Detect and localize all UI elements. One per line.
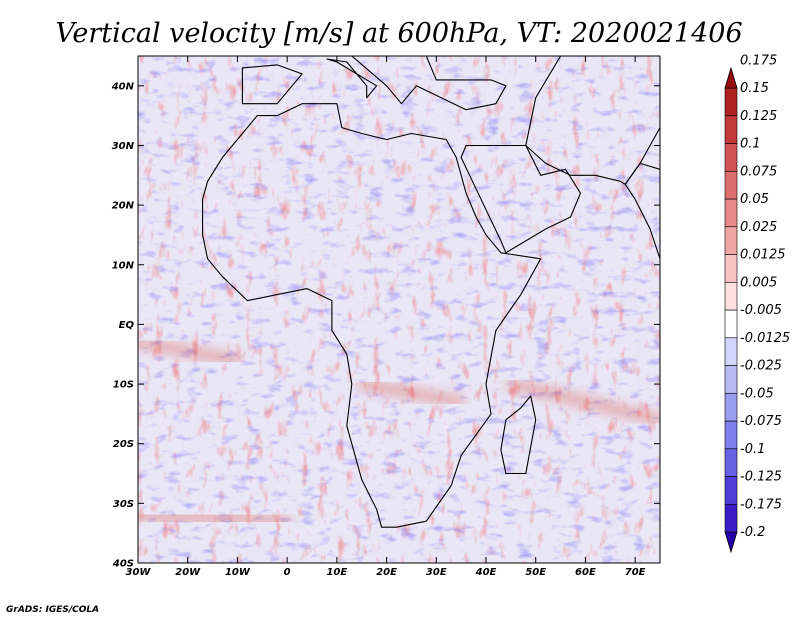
coastline-iberia <box>241 64 303 105</box>
x-tick-label-20e: 20E <box>376 567 397 578</box>
colorbar-label-11: 0.025 <box>740 220 777 235</box>
colorbar-swatch-5 <box>724 392 738 422</box>
colorbar-swatch-0 <box>724 531 738 554</box>
chart-title: Vertical velocity [m/s] at 600hPa, VT: 2… <box>55 18 742 49</box>
band-indian-ocean-band <box>506 379 660 425</box>
y-tick-label-eq: EQ <box>119 320 135 331</box>
credit-text: GrADS: IGES/COLA <box>6 605 99 615</box>
plot-frame <box>137 55 661 564</box>
colorbar: -0.2 -0.175 -0.125 -0.1 -0.075 -0.05 -0.025 -0.… <box>724 53 790 554</box>
y-axis: 40N 30N 20N 10N EQ 10S 20S 30S 40S <box>111 81 660 570</box>
colorbar-swatch-17 <box>724 66 738 89</box>
colorbar-swatch-12 <box>724 198 738 228</box>
colorbar-swatch-10 <box>724 254 738 283</box>
colorbar-label-13: 0.075 <box>740 164 777 179</box>
x-axis: 30W 20W 10W 0 10E 20E 30E 40E 50E 60E 70E <box>126 56 646 578</box>
colorbar-label-4: -0.075 <box>740 414 782 429</box>
y-tick-label-20n: 20N <box>112 201 135 212</box>
band-layer <box>138 337 660 526</box>
x-tick-label-0: 0 <box>284 567 291 578</box>
coastline-india <box>624 162 660 260</box>
colorbar-swatch-11 <box>724 226 738 255</box>
colorbar-swatch-15 <box>724 115 738 144</box>
y-tick-label-20s: 20S <box>113 439 134 450</box>
x-tick-label-40e: 40E <box>475 567 497 578</box>
x-tick-label-20w: 20W <box>175 567 201 578</box>
x-tick-label-10w: 10W <box>225 567 251 578</box>
colorbar-swatch-13 <box>724 170 738 200</box>
colorbar-label-5: -0.05 <box>740 386 774 401</box>
x-tick-label-70e: 70E <box>625 567 646 578</box>
colorbar-swatch-3 <box>724 448 738 477</box>
colorbar-label-1: -0.175 <box>740 497 782 512</box>
x-tick-label-30e: 30E <box>426 567 447 578</box>
colorbar-swatch-4 <box>724 420 738 450</box>
y-tick-label-10n: 10N <box>112 260 135 271</box>
colorbar-label-12: 0.05 <box>740 192 769 207</box>
colorbar-label-3: -0.1 <box>740 442 765 457</box>
colorbar-label-8: -0.005 <box>740 303 782 318</box>
y-tick-label-40n: 40N <box>111 81 135 92</box>
colorbar-label-7: -0.0125 <box>740 331 790 346</box>
colorbar-label-15: 0.125 <box>740 109 777 124</box>
x-tick-label-60e: 60E <box>575 567 596 578</box>
colorbar-swatch-7 <box>724 337 738 366</box>
colorbar-label-10: 0.0125 <box>740 248 786 263</box>
coastline-arabia <box>460 144 582 254</box>
colorbar-label-17: 0.175 <box>740 53 777 68</box>
colorbar-label-2: -0.125 <box>740 470 782 485</box>
colorbar-label-0: -0.2 <box>740 525 765 540</box>
noise-negative-layer <box>138 56 660 563</box>
colorbar-label-14: 0.1 <box>740 137 761 152</box>
land-layer <box>202 56 660 528</box>
colorbar-label-6: -0.025 <box>740 359 782 374</box>
y-tick-label-10s: 10S <box>113 380 134 391</box>
colorbar-swatch-16 <box>724 87 738 117</box>
colorbar-label-9: 0.005 <box>740 275 777 290</box>
band-southern-africa-convergence <box>357 379 466 407</box>
band-itcz-east-atlantic <box>138 337 242 365</box>
coastline-balkans-turkey <box>351 56 507 111</box>
x-tick-label-10e: 10E <box>326 567 347 578</box>
colorbar-swatch-8 <box>724 309 738 339</box>
y-tick-label-30n: 30N <box>112 141 135 152</box>
coastline-madagascar <box>500 395 537 475</box>
colorbar-swatch-1 <box>724 503 738 533</box>
colorbar-swatch-14 <box>724 143 738 172</box>
y-tick-label-40s: 40S <box>112 559 134 570</box>
colorbar-swatch-9 <box>724 281 738 311</box>
coastline-africa <box>202 103 542 528</box>
coastline-italy <box>326 58 378 99</box>
y-tick-label-30s: 30S <box>113 499 134 510</box>
band-south-atlantic-storm-track <box>138 510 292 526</box>
plot-area <box>138 56 660 563</box>
colorbar-swatch-2 <box>724 476 738 505</box>
colorbar-label-16: 0.15 <box>740 81 769 96</box>
x-tick-label-30w: 30W <box>126 567 152 578</box>
colorbar-swatch-6 <box>724 365 738 394</box>
x-tick-label-50e: 50E <box>525 567 546 578</box>
